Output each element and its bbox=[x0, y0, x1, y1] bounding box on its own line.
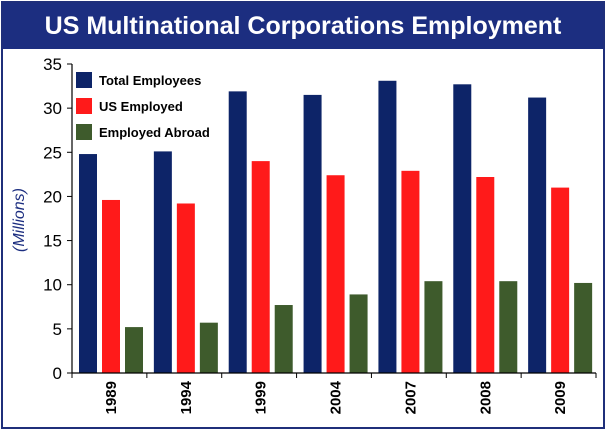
bar-total-employees bbox=[228, 91, 247, 374]
bar-employed-abroad bbox=[424, 281, 443, 373]
bar-us-employed bbox=[176, 203, 195, 373]
chart-title: US Multinational Corporations Employment bbox=[44, 12, 562, 40]
legend-swatch bbox=[76, 98, 92, 114]
bar-us-employed bbox=[551, 187, 570, 373]
bar-employed-abroad bbox=[274, 305, 293, 373]
bar-us-employed bbox=[102, 199, 120, 373]
x-tick-label: 2007 bbox=[402, 381, 419, 414]
title-bar: US Multinational Corporations Employment bbox=[3, 3, 603, 49]
bar-us-employed bbox=[326, 175, 345, 373]
y-tick-label: 20 bbox=[43, 187, 62, 206]
x-tick-label: 1999 bbox=[253, 381, 270, 414]
bar-employed-abroad bbox=[574, 282, 593, 373]
y-tick-label: 25 bbox=[43, 143, 62, 162]
legend-swatch bbox=[76, 124, 92, 140]
x-tick-label: 2009 bbox=[552, 381, 569, 414]
y-tick-label: 5 bbox=[53, 320, 62, 339]
bar-us-employed bbox=[476, 177, 495, 373]
legend-label: Employed Abroad bbox=[99, 125, 210, 140]
legend-label: Total Employees bbox=[99, 73, 201, 88]
bar-total-employees bbox=[153, 151, 172, 373]
x-tick-label: 2008 bbox=[477, 381, 494, 414]
bar-employed-abroad bbox=[349, 294, 368, 373]
legend-label: US Employed bbox=[99, 99, 183, 114]
bar-total-employees bbox=[453, 84, 472, 373]
bar-total-employees bbox=[79, 154, 97, 373]
y-tick-label: 15 bbox=[43, 232, 62, 251]
x-tick-label: 2004 bbox=[328, 380, 345, 414]
y-axis-label: (Millions) bbox=[11, 188, 28, 252]
bar-total-employees bbox=[378, 80, 397, 373]
y-tick-label: 30 bbox=[43, 99, 62, 118]
y-tick-label: 0 bbox=[53, 364, 62, 383]
x-tick-label: 1989 bbox=[103, 381, 120, 414]
bar-employed-abroad bbox=[199, 322, 218, 373]
bar-total-employees bbox=[528, 97, 547, 373]
bar-employed-abroad bbox=[499, 281, 518, 373]
y-tick-label: 10 bbox=[43, 276, 62, 295]
legend-swatch bbox=[76, 72, 92, 88]
x-tick-label: 1994 bbox=[178, 380, 195, 414]
bar-us-employed bbox=[251, 161, 270, 373]
bar-total-employees bbox=[303, 94, 322, 374]
y-tick-label: 35 bbox=[43, 55, 62, 74]
bar-employed-abroad bbox=[125, 327, 143, 373]
bar-us-employed bbox=[401, 170, 420, 373]
